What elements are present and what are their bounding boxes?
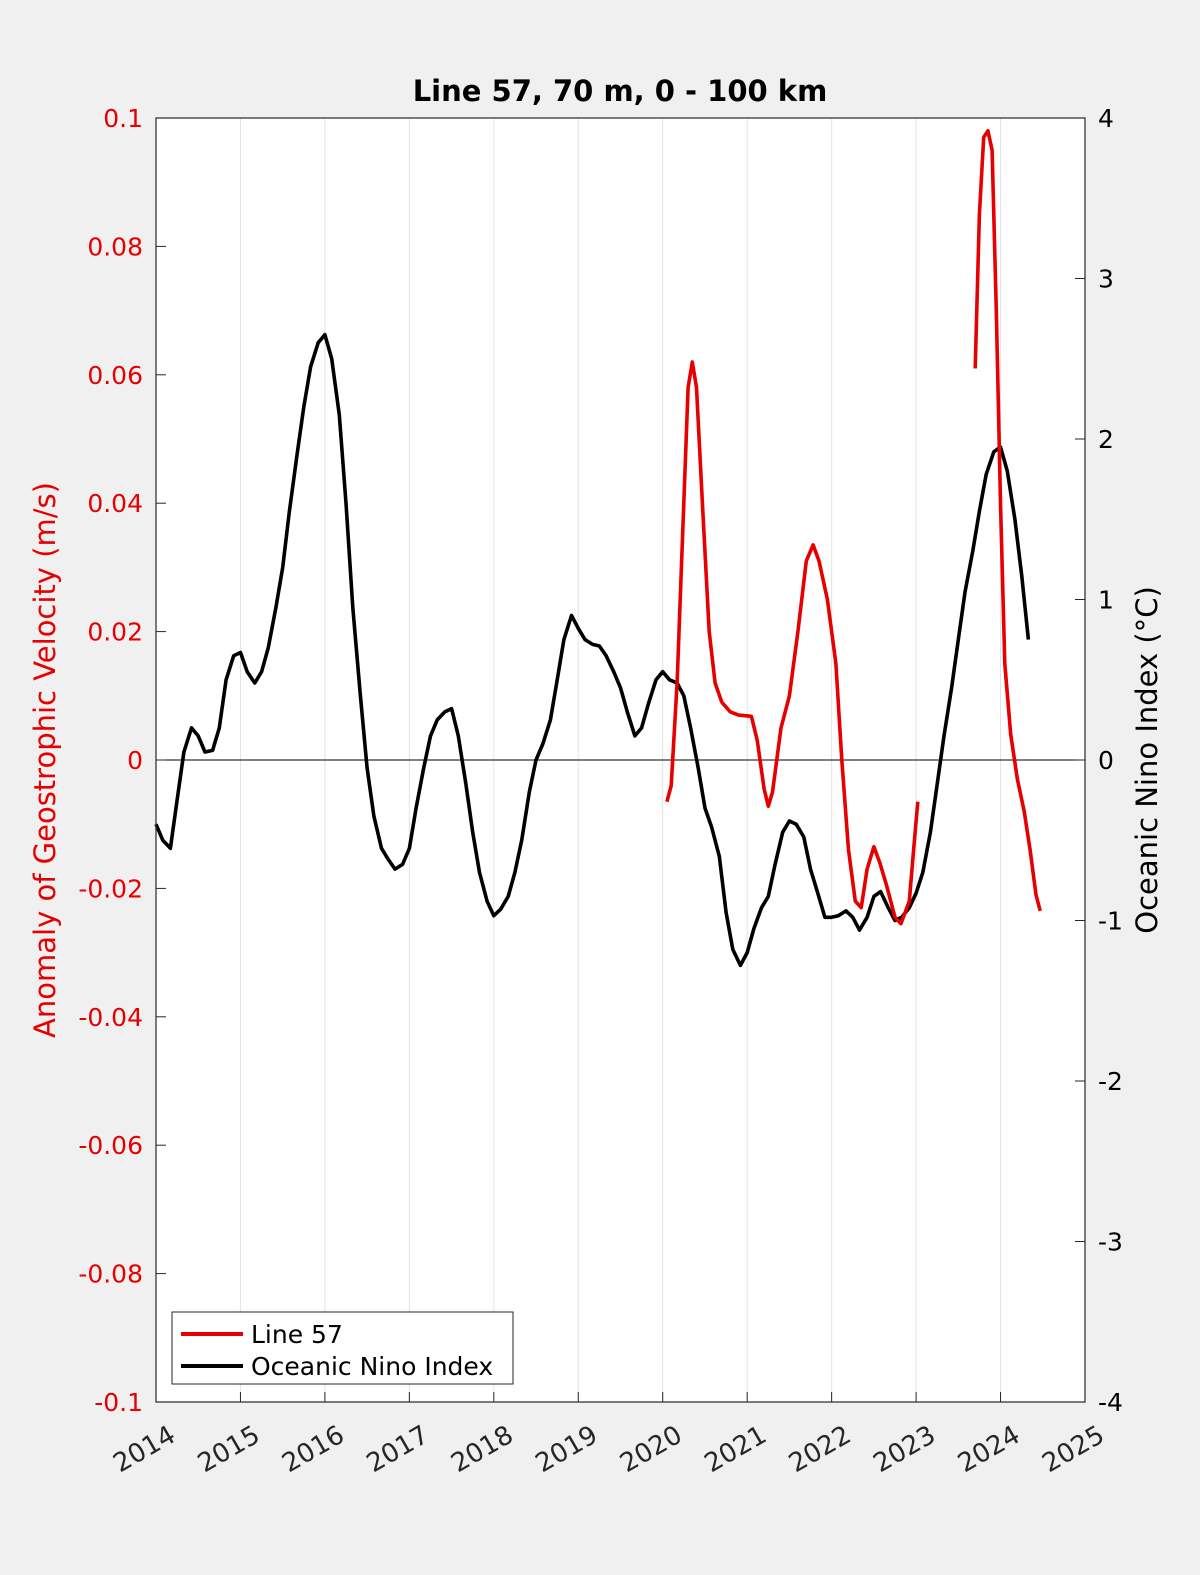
- x-tick-label-2017: 2017: [362, 1420, 434, 1479]
- left-tick-label-0.1: 0.1: [103, 104, 143, 133]
- left-y-axis: 0.1 0.08 0.06 0.04 0.02 0 -0.02 -0.04 -0.06 -0.08…: [78, 104, 166, 1417]
- series-lines: [154, 129, 1042, 968]
- x-tick-label-2014: 2014: [108, 1420, 180, 1479]
- right-axis-label: Oceanic Nino Index (°C): [1130, 586, 1164, 934]
- right-tick-label-3: 3: [1098, 265, 1114, 294]
- left-tick-label-0: 0: [127, 746, 143, 775]
- line-57-line-segment-1: [665, 360, 920, 926]
- right-tick-label-1: 1: [1098, 586, 1114, 615]
- legend-label-line-57: Line 57: [251, 1320, 343, 1349]
- x-tick-label-2016: 2016: [277, 1420, 349, 1479]
- x-tick-label-2019: 2019: [531, 1420, 603, 1479]
- right-tick-label--4: -4: [1098, 1388, 1123, 1417]
- right-y-axis: 4 3 2 1 0 -1 -2 -3 -4: [1075, 104, 1123, 1417]
- left-tick-label--0.06: -0.06: [78, 1131, 143, 1160]
- left-axis-label: Anomaly of Geostrophic Velocity (m/s): [28, 482, 62, 1038]
- legend-label-oni: Oceanic Nino Index: [251, 1352, 493, 1381]
- x-tick-label-2025: 2025: [1037, 1420, 1109, 1479]
- x-tick-label-2022: 2022: [784, 1420, 856, 1479]
- line-57-line-segment-2: [973, 129, 1042, 912]
- legend-box: [171, 1311, 514, 1385]
- left-tick-label--0.02: -0.02: [78, 874, 143, 903]
- x-tick-label-2021: 2021: [700, 1420, 772, 1479]
- right-tick-label--1: -1: [1098, 907, 1123, 936]
- left-tick-label--0.1: -0.1: [94, 1388, 143, 1417]
- x-tick-label-2024: 2024: [953, 1420, 1025, 1479]
- x-tick-label-2020: 2020: [615, 1420, 687, 1479]
- right-tick-label-4: 4: [1098, 104, 1114, 133]
- right-tick-label-2: 2: [1098, 425, 1114, 454]
- right-tick-label--3: -3: [1098, 1228, 1123, 1257]
- x-axis: 2014 2015 2016 2017 2018 2019 2020 2021 2022 2023…: [108, 1392, 1110, 1479]
- left-tick-label-0.06: 0.06: [87, 361, 143, 390]
- left-tick-label-0.02: 0.02: [87, 618, 143, 647]
- legend: Line 57 Oceanic Nino Index: [171, 1311, 514, 1385]
- left-tick-label--0.04: -0.04: [78, 1003, 143, 1032]
- left-tick-label-0.04: 0.04: [87, 489, 143, 518]
- right-tick-label--2: -2: [1098, 1067, 1123, 1096]
- oni-line-segment-1: [154, 332, 1031, 968]
- right-tick-label-0: 0: [1098, 746, 1114, 775]
- x-tick-label-2018: 2018: [446, 1420, 518, 1479]
- x-tick-label-2023: 2023: [868, 1420, 940, 1479]
- chart-title: Line 57, 70 m, 0 - 100 km: [413, 74, 828, 108]
- left-tick-label-0.08: 0.08: [87, 232, 143, 261]
- x-tick-label-2015: 2015: [193, 1420, 265, 1479]
- left-tick-label--0.08: -0.08: [78, 1260, 143, 1289]
